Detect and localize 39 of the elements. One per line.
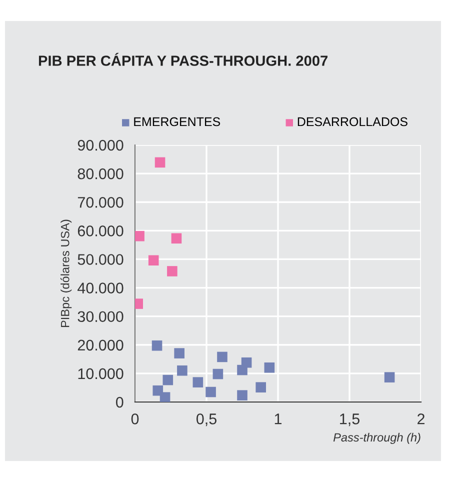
y-tick-label: 10.000	[78, 368, 124, 380]
x-tick-label: 0	[131, 414, 139, 424]
point	[212, 368, 224, 380]
point	[256, 382, 266, 392]
point	[171, 233, 182, 244]
y-tick-label: 40.000	[78, 282, 124, 294]
x-tick-label: 0,5	[196, 414, 216, 426]
point	[167, 266, 178, 276]
x-tick-label: 1	[274, 414, 282, 424]
y-tick-label: 80.000	[78, 168, 124, 180]
point	[237, 364, 248, 376]
y-tick-label: 30.000	[78, 311, 124, 322]
point	[177, 365, 188, 376]
point	[162, 374, 174, 386]
point	[135, 230, 144, 242]
point	[384, 372, 395, 382]
y-tick-label: 0	[116, 396, 124, 408]
point	[237, 390, 248, 400]
y-axis-title: PIBpc (dólares USA)	[60, 220, 72, 327]
y-tick-label: 70.000	[78, 196, 124, 208]
point	[264, 362, 275, 373]
y-tick-label: 60.000	[78, 226, 124, 236]
y-tick-label: 50.000	[78, 254, 124, 265]
point	[217, 352, 228, 362]
chart-title: PIB PER CÁPITA Y PASS-THROUGH. 2007	[38, 52, 328, 66]
point	[174, 348, 184, 358]
point	[148, 255, 159, 266]
y-tick-label: 90.000	[78, 140, 124, 151]
legend-label: DESARROLLADOS	[298, 117, 408, 126]
point	[206, 386, 216, 398]
legend-label: EMERGENTES	[134, 117, 220, 126]
point	[192, 377, 204, 388]
x-tick-label: 2	[418, 414, 424, 424]
x-axis-title: Pass-through (h)	[333, 432, 420, 444]
point	[152, 340, 162, 351]
x-tick-label: 1,5	[340, 414, 360, 426]
y-tick-label: 20.000	[78, 340, 124, 351]
point	[160, 392, 170, 402]
point	[154, 157, 166, 168]
